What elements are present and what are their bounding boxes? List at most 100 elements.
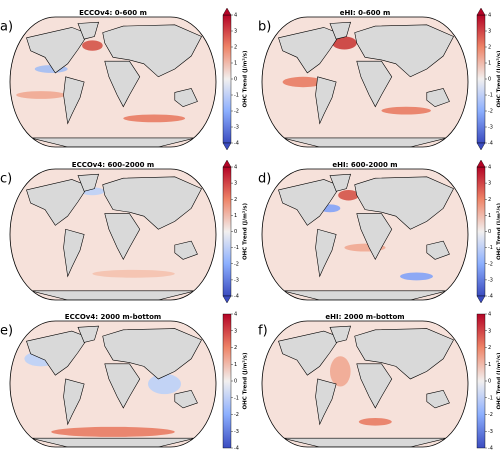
land [174, 389, 198, 409]
panel-title: ECCOv4: 600-2000 m [72, 161, 154, 169]
land [329, 325, 351, 343]
colorbar-extend [222, 7, 232, 16]
map [10, 321, 216, 447]
colorbar-tick-label: 0 [488, 77, 491, 83]
colorbar-tick-label: -4 [488, 446, 493, 452]
colorbar-tick-label: -3 [488, 429, 493, 435]
colorbar [222, 166, 232, 297]
colorbar-tick-label: 2 [234, 45, 237, 51]
panel-letter: a) [0, 20, 13, 35]
land [26, 27, 89, 74]
colorbar [476, 313, 486, 449]
panel-title: eHI: 2000 m-bottom [325, 313, 404, 321]
panel: f) eHI: 2000 m-bottom 4 3 2 1 0 -1 -2 -3 -4 OHC Tre… [258, 312, 500, 452]
colorbar-tick-label: -1 [234, 245, 239, 251]
panel-title: ECCOv4: 2000 m-bottom [65, 313, 161, 321]
colorbar-tick-label: -2 [234, 412, 239, 418]
panel: b) eHI: 0-600 m 4 3 2 1 0 -1 -2 -3 -4 OHC Trend (J/… [258, 7, 500, 151]
map [10, 17, 216, 147]
colorbar-tick-label: 2 [488, 45, 491, 51]
ocean-anomaly [148, 373, 181, 395]
colorbar-tick-label: 0 [234, 77, 237, 83]
ocean-anomaly [282, 76, 324, 88]
ocean-anomaly [16, 91, 66, 99]
land [356, 213, 393, 261]
land [278, 330, 341, 376]
land [329, 173, 351, 192]
colorbar-tick-label: -1 [234, 395, 239, 401]
colorbar-tick-label: 3 [234, 181, 237, 187]
map-outline [261, 320, 469, 448]
ocean-anomaly [381, 106, 431, 115]
colorbar-tick-label: -4 [234, 294, 239, 300]
land [329, 21, 351, 40]
colorbar-tick-label: -2 [234, 109, 239, 115]
land [77, 173, 99, 192]
panel: d) eHI: 600-2000 m 4 3 2 1 0 -1 -2 -3 -4 OHC Trend … [258, 159, 500, 304]
ocean-anomaly [332, 36, 357, 50]
colorbar-extend [476, 7, 486, 16]
map-outline [9, 16, 217, 148]
colorbar-tick-label: 3 [488, 328, 491, 334]
land [315, 228, 337, 278]
colorbar-extend [222, 295, 232, 304]
panel-title: eHI: 600-2000 m [332, 161, 397, 169]
colorbar-tick-label: -3 [234, 429, 239, 435]
map [262, 169, 468, 300]
colorbar-tick-label: -4 [234, 446, 239, 452]
colorbar-tick-label: 3 [234, 328, 237, 334]
land [282, 290, 448, 300]
land [278, 179, 341, 226]
colorbar-tick-label: 4 [488, 312, 491, 318]
land [30, 290, 196, 300]
ocean-anomaly [51, 426, 175, 437]
land [26, 179, 89, 226]
map-outline [9, 320, 217, 448]
colorbar-tick-label: 1 [234, 213, 237, 219]
land [104, 60, 141, 108]
panel-letter: f) [258, 324, 268, 339]
map [262, 321, 468, 447]
land [356, 363, 393, 409]
colorbar [476, 14, 486, 144]
land [63, 378, 85, 426]
colorbar-tick-label: -4 [488, 294, 493, 300]
colorbar-tick-label: 2 [234, 197, 237, 203]
colorbar-label: OHC Trend (J/m²/s) [242, 352, 249, 410]
land [282, 137, 448, 147]
colorbar [476, 166, 486, 297]
colorbar [222, 14, 232, 144]
colorbar-tick-label: -2 [234, 261, 239, 267]
ocean-anomaly [329, 356, 351, 387]
map [262, 17, 468, 147]
panel-title: eHI: 0-600 m [340, 9, 391, 17]
colorbar-label: OHC Trend (J/m²/s) [496, 352, 500, 410]
colorbar-label: OHC Trend (J/m²/s) [242, 50, 249, 108]
colorbar-tick-label: -3 [488, 277, 493, 283]
panel: a) ECCOv4: 0-600 m 4 3 2 1 0 -1 -2 -3 -4 OHC Trend … [0, 7, 249, 151]
land [282, 437, 448, 447]
colorbar-tick-label: 2 [488, 197, 491, 203]
land [356, 60, 393, 108]
panel-letter: b) [258, 20, 271, 35]
panel-title: ECCOv4: 0-600 m [79, 9, 147, 17]
map-outline [261, 16, 469, 148]
colorbar-tick-label: -1 [234, 93, 239, 99]
panel: e) ECCOv4: 2000 m-bottom 4 3 2 1 0 -1 -2 -3 -4 OHC … [0, 312, 249, 452]
colorbar-label: OHC Trend (J/m²/s) [242, 202, 249, 260]
panel-letter: e) [0, 324, 13, 339]
colorbar-tick-label: 4 [234, 312, 237, 318]
land [104, 363, 141, 409]
land [104, 213, 141, 261]
colorbar-tick-label: 0 [488, 379, 491, 385]
land [26, 330, 89, 376]
colorbar-tick-label: -1 [488, 245, 493, 251]
colorbar-tick-label: 3 [234, 29, 237, 35]
land [354, 328, 455, 380]
colorbar-tick-label: 1 [234, 362, 237, 368]
land [102, 328, 203, 380]
colorbar-tick-label: 0 [234, 379, 237, 385]
land [174, 88, 198, 108]
ocean-anomaly [82, 40, 103, 51]
